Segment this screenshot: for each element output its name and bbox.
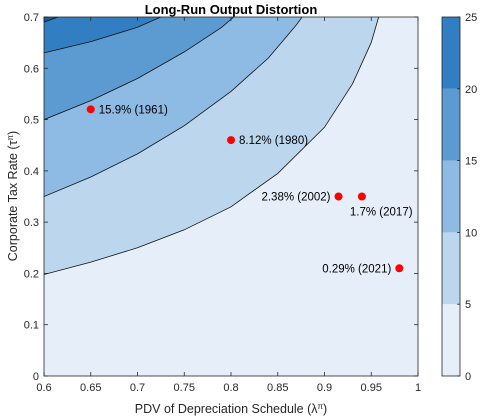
colorbar-segment [442, 160, 460, 233]
y-tick-label: 0.4 [24, 166, 39, 178]
contour-line-5 [44, 17, 380, 275]
y-tick-label: 0.6 [24, 63, 39, 75]
y-tick-label: 0.7 [24, 12, 39, 24]
data-point [395, 264, 404, 273]
contour-lines [44, 17, 380, 275]
data-points: 15.9% (1961) 8.12% (1980) 2.38% (2002) 1.7%… [86, 104, 413, 275]
chart-title: Long-Run Output Distortion [145, 2, 318, 17]
colorbar-segment [442, 17, 460, 89]
point-label: 15.9% (1961) [99, 104, 168, 116]
colorbar-tick-label: 15 [465, 156, 477, 168]
x-tick-label: 0.65 [80, 382, 101, 394]
point-label: 1.7% (2017) [350, 207, 413, 219]
contour-region-15 [44, 17, 234, 120]
y-axis-ticks: 0 0.1 0.2 0.3 0.4 0.5 0.6 0.7 [24, 12, 418, 383]
x-tick-label: 0.9 [317, 382, 332, 394]
contour-line-10 [44, 17, 303, 197]
colorbar-segment [442, 304, 460, 376]
x-axis-label: PDV of Depreciation Schedule (λπ) [135, 402, 327, 417]
data-point [86, 105, 95, 114]
colorbar-segment [442, 88, 460, 161]
contour-region-20 [44, 17, 161, 53]
point-label: 8.12% (1980) [239, 135, 308, 147]
contour-line-15 [44, 17, 235, 120]
colorbar-ticks: 0 5 10 15 20 25 [457, 12, 477, 383]
colorbar-tick-label: 0 [465, 371, 471, 383]
x-axis-ticks: 0.6 0.65 0.7 0.75 0.8 0.85 0.9 0.95 1 [36, 17, 421, 394]
x-tick-label: 0.75 [174, 382, 195, 394]
y-tick-label: 0.5 [24, 115, 39, 127]
point-label: 2.38% (2002) [261, 192, 330, 204]
x-tick-label: 0.8 [223, 382, 238, 394]
y-tick-label: 0.1 [24, 320, 39, 332]
y-tick-label: 0.3 [24, 217, 39, 229]
data-point [227, 136, 235, 145]
contour-line-25 [44, 17, 59, 23]
colorbar-tick-label: 20 [465, 84, 477, 96]
colorbar-tick-label: 5 [465, 299, 471, 311]
x-tick-label: 1 [415, 382, 421, 394]
colorbar-tick-label: 10 [465, 227, 477, 239]
data-point [334, 192, 343, 201]
y-tick-label: 0.2 [24, 268, 39, 280]
colorbar-segment [442, 232, 460, 305]
x-tick-label: 0.85 [267, 382, 288, 394]
point-label: 0.29% (2021) [322, 263, 391, 275]
y-tick-label: 0 [33, 371, 39, 383]
colorbar [441, 16, 461, 377]
colorbar-frame [441, 16, 461, 377]
contour-line-20 [44, 17, 162, 54]
x-tick-label: 0.6 [36, 382, 51, 394]
y-axis-label: Corporate Tax Rate (τπ) [6, 131, 21, 261]
colorbar-tick-label: 25 [465, 12, 477, 24]
x-tick-label: 0.7 [130, 382, 145, 394]
data-point [357, 192, 366, 201]
x-tick-label: 0.95 [361, 382, 382, 394]
